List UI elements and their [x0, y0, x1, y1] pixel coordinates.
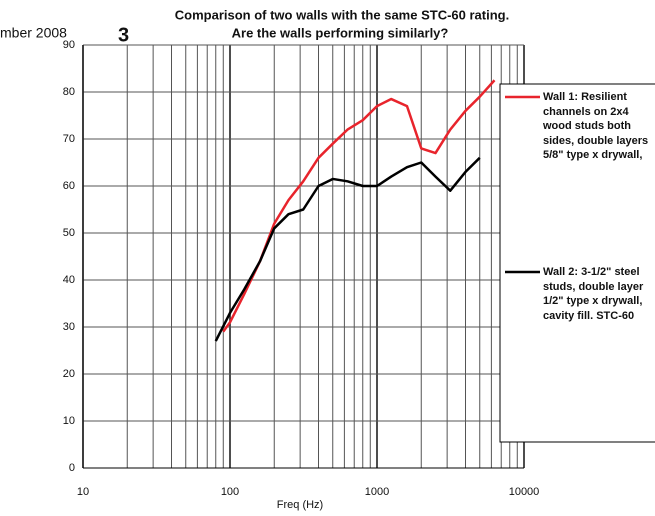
y-tick-label: 60 — [63, 180, 75, 192]
y-tick-label: 40 — [63, 274, 75, 286]
legend-box — [499, 83, 655, 443]
legend-entry: Wall 1: Resilient channels on 2x4 wood s… — [543, 91, 649, 161]
header-fragment: mber 2008 — [0, 25, 67, 41]
legend-label: Wall 1: Resilient channels on 2x4 wood s… — [543, 91, 649, 161]
y-tick-label: 20 — [63, 368, 75, 380]
y-tick-label: 0 — [69, 462, 75, 474]
chart-title: Are the walls performing similarly? — [232, 25, 449, 40]
series-line — [214, 156, 481, 342]
y-tick-label: 70 — [63, 133, 75, 145]
x-axis-label: Freq (Hz) — [277, 499, 323, 511]
y-tick-label: 50 — [63, 227, 75, 239]
x-tick-label: 1000 — [365, 486, 389, 498]
series-line — [222, 79, 496, 333]
legend-label: Wall 2: 3-1/2" steel studs, double layer… — [543, 266, 644, 322]
y-tick-label: 30 — [63, 321, 75, 333]
chart-title: Comparison of two walls with the same ST… — [175, 7, 509, 22]
y-tick-label: 10 — [63, 415, 75, 427]
grid — [82, 44, 525, 469]
page-number: 3 — [118, 24, 129, 46]
legend-entry: Wall 2: 3-1/2" steel studs, double layer… — [543, 266, 644, 322]
y-tick-label: 90 — [63, 39, 75, 51]
x-tick-label: 100 — [221, 486, 239, 498]
x-tick-label: 10 — [77, 486, 89, 498]
x-tick-label: 10000 — [509, 486, 540, 498]
y-tick-label: 80 — [63, 86, 75, 98]
